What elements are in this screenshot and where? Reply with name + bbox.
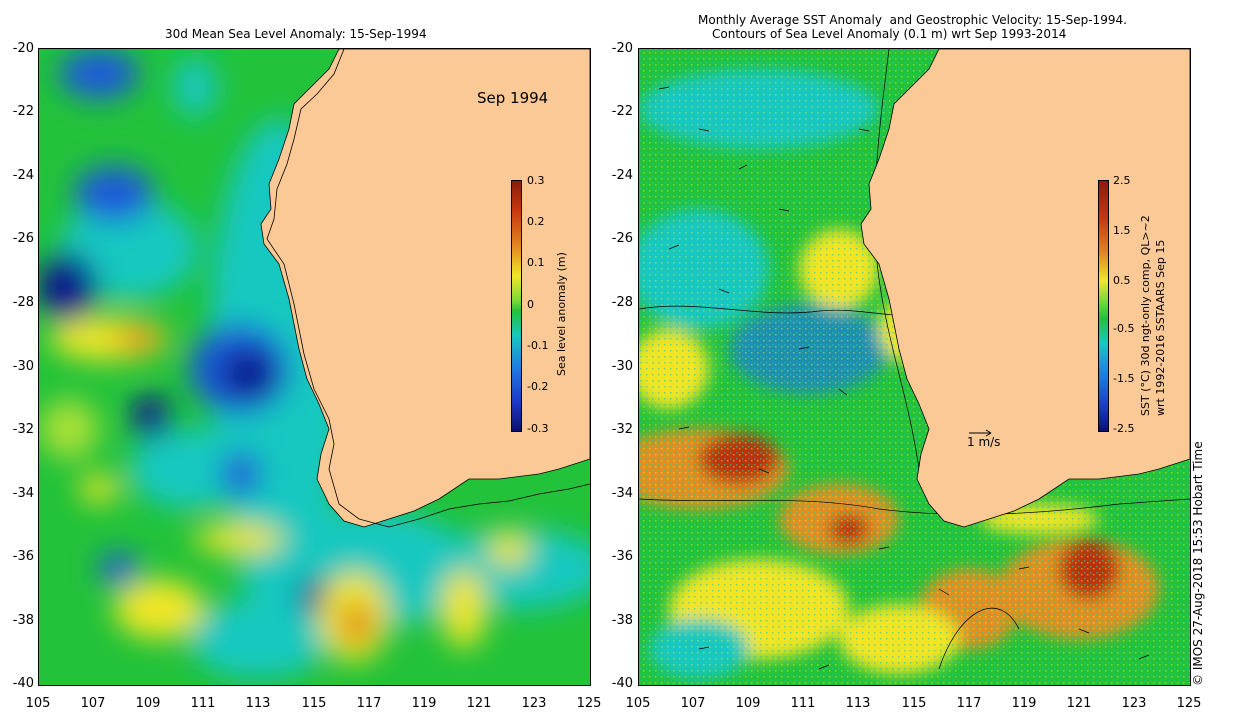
left-lon-tick-7: 119 (411, 696, 437, 711)
left-lon-tick-9: 123 (521, 696, 547, 711)
left-lat-tick-1: -22 (12, 104, 34, 119)
sst-cb-tick-1: 1.5 (1113, 224, 1131, 237)
sst-colorbar-label-line1: SST (°C) 30d ngt-only comp, QL>~2 (1139, 215, 1152, 416)
right-lat-tick-2: -24 (611, 168, 633, 183)
velocity-vectors (658, 86, 1150, 670)
left-lat-tick-2: -24 (12, 168, 34, 183)
right-lon-tick-2: 109 (735, 696, 761, 711)
sla-cb-tick-5: -0.2 (527, 380, 549, 393)
left-lon-tick-8: 121 (466, 696, 492, 711)
map-date-label: Sep 1994 (477, 89, 549, 107)
sea-level-colorbar (511, 180, 522, 432)
australia-land (260, 49, 590, 528)
right-lon-tick-1: 107 (680, 696, 706, 711)
sst-cb-tick-0: 2.5 (1113, 174, 1131, 187)
left-lon-tick-4: 113 (245, 696, 271, 711)
right-lat-tick-6: -32 (611, 422, 633, 437)
left-lon-tick-1: 107 (80, 696, 106, 711)
left-lat-tick-5: -30 (12, 359, 34, 374)
left-lat-tick-10: -40 (12, 676, 34, 691)
sst-cb-tick-3: -0.5 (1113, 322, 1135, 335)
sla-cb-tick-2: 0.1 (527, 256, 545, 269)
right-lon-tick-6: 117 (956, 696, 982, 711)
right-lat-tick-0: -20 (611, 41, 633, 56)
sst-cb-tick-5: -2.5 (1113, 422, 1135, 435)
right-lat-tick-3: -26 (611, 231, 633, 246)
left-lat-tick-3: -26 (12, 231, 34, 246)
right-lat-tick-8: -36 (611, 549, 633, 564)
left-lat-tick-7: -34 (12, 486, 34, 501)
sla-cb-tick-4: -0.1 (527, 339, 549, 352)
right-lat-tick-5: -30 (611, 359, 633, 374)
sst-cb-tick-4: -1.5 (1113, 372, 1135, 385)
sea-level-anomaly-map: Sep 1994 (38, 48, 591, 686)
sla-cb-tick-0: 0.3 (527, 174, 545, 187)
right-lat-tick-7: -34 (611, 486, 633, 501)
right-lat-tick-10: -40 (611, 676, 633, 691)
right-map-title-line1: Monthly Average SST Anomaly and Geostrop… (698, 13, 1127, 27)
right-lon-tick-3: 111 (790, 696, 816, 711)
left-lon-tick-0: 105 (25, 696, 51, 711)
left-lon-tick-3: 111 (190, 696, 216, 711)
sst-cb-tick-2: 0.5 (1113, 274, 1131, 287)
left-lon-tick-5: 115 (301, 696, 327, 711)
sla-cb-tick-3: 0 (527, 298, 534, 311)
right-lon-tick-9: 123 (1121, 696, 1147, 711)
velocity-scale-label: 1 m/s (967, 435, 1001, 449)
left-map-title: 30d Mean Sea Level Anomaly: 15-Sep-1994 (165, 27, 427, 41)
left-lon-tick-2: 109 (135, 696, 161, 711)
right-lon-tick-5: 115 (901, 696, 927, 711)
right-map-title-line2: Contours of Sea Level Anomaly (0.1 m) wr… (712, 27, 1067, 41)
right-lon-tick-0: 105 (625, 696, 651, 711)
sla-cb-tick-1: 0.2 (527, 215, 545, 228)
right-lon-tick-8: 121 (1066, 696, 1092, 711)
sla-cb-tick-6: -0.3 (527, 422, 549, 435)
sst-colorbar-label-line2: wrt 1992-2016 SSTAARS Sep 15 (1154, 239, 1167, 416)
right-lon-tick-10: 125 (1176, 696, 1202, 711)
left-lat-tick-8: -36 (12, 549, 34, 564)
right-lon-tick-7: 119 (1011, 696, 1037, 711)
left-lat-tick-4: -28 (12, 295, 34, 310)
right-lat-tick-9: -38 (611, 613, 633, 628)
sla-colorbar-label: Sea level anomaly (m) (555, 252, 568, 376)
left-lon-tick-6: 117 (356, 696, 382, 711)
right-lat-tick-4: -28 (611, 295, 633, 310)
sst-colorbar (1098, 180, 1109, 432)
left-lat-tick-9: -38 (12, 613, 34, 628)
right-lon-tick-4: 113 (845, 696, 871, 711)
left-lat-tick-0: -20 (12, 41, 34, 56)
right-lat-tick-1: -22 (611, 104, 633, 119)
sea-level-anomaly-field (39, 49, 590, 685)
credit-label: © IMOS 27-Aug-2018 15:53 Hobart Time (1191, 441, 1205, 686)
left-lat-tick-6: -32 (12, 422, 34, 437)
left-lon-tick-10: 125 (576, 696, 602, 711)
